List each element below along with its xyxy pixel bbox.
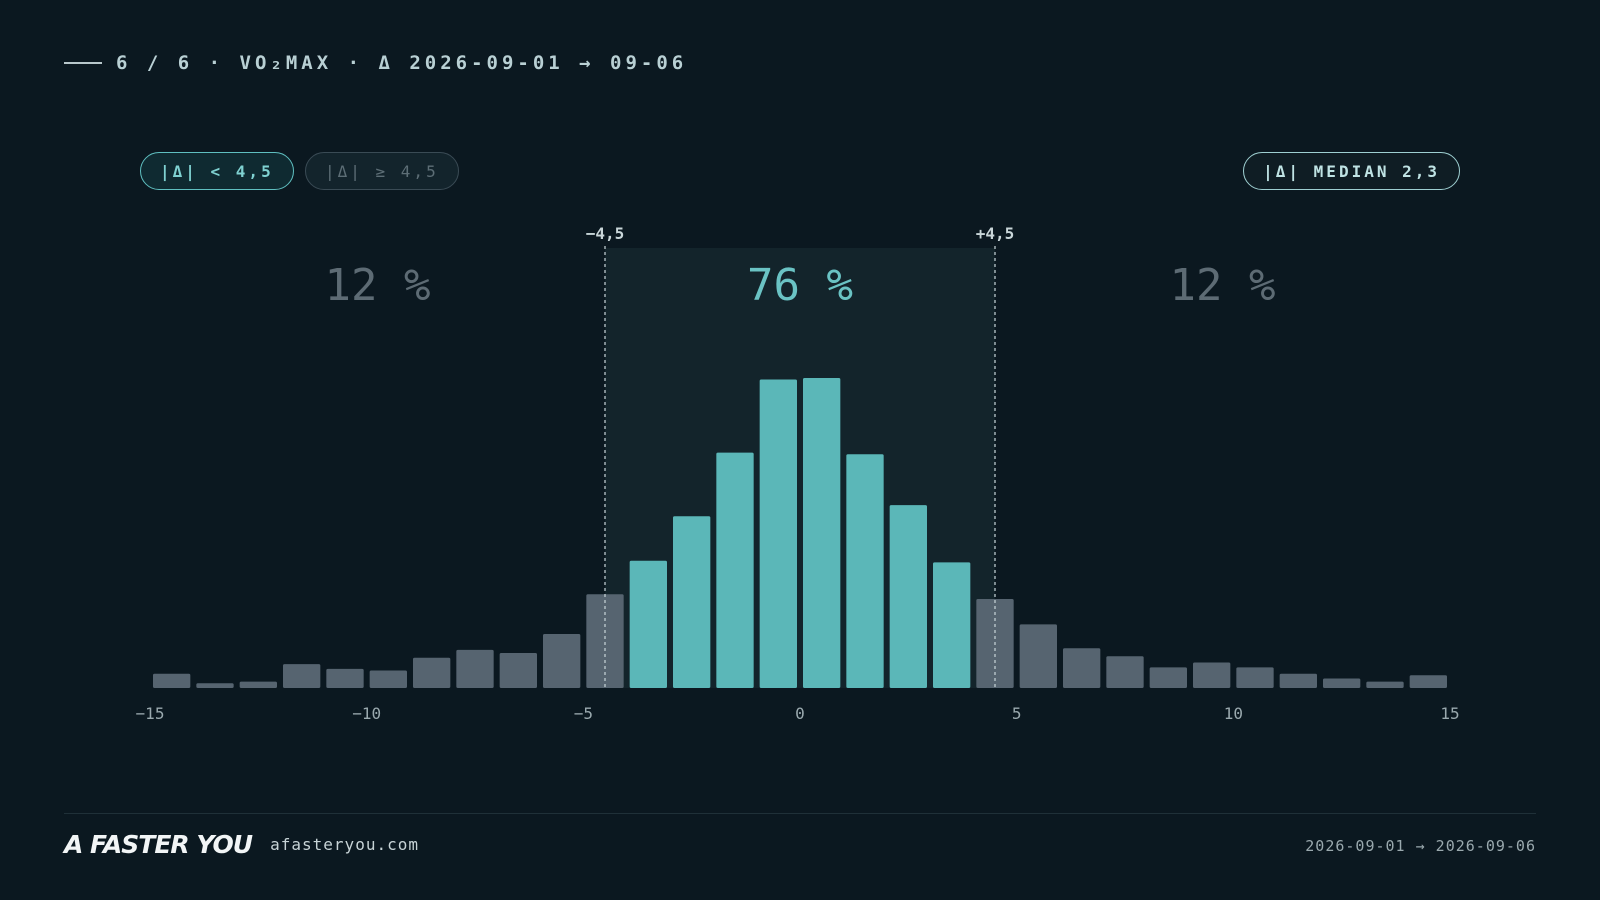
threshold-band bbox=[605, 248, 995, 688]
footer-brand: A FASTER YOU afasteryou.com bbox=[64, 830, 419, 859]
histogram-bar bbox=[499, 653, 537, 688]
histogram-bar bbox=[1279, 673, 1317, 688]
x-tick-label: −10 bbox=[352, 704, 381, 723]
histogram-bar bbox=[889, 505, 927, 688]
histogram-bar bbox=[716, 452, 754, 688]
histogram-bar bbox=[153, 673, 191, 688]
histogram-bar bbox=[1236, 667, 1274, 688]
histogram-bar bbox=[1106, 656, 1144, 688]
filter-inside-pill[interactable]: |Δ| < 4,5 bbox=[140, 152, 294, 190]
histogram-bar bbox=[1063, 648, 1101, 688]
brand-logo: A FASTER YOU bbox=[64, 830, 253, 859]
threshold-label: +4,5 bbox=[976, 224, 1015, 243]
histogram-bar bbox=[196, 683, 234, 688]
filter-outside-pill[interactable]: |Δ| ≥ 4,5 bbox=[305, 152, 459, 190]
x-tick-label: −15 bbox=[136, 704, 165, 723]
segment-percent-label: 12 % bbox=[325, 260, 431, 311]
header-title: 6 / 6 · VO₂MAX · Δ 2026-09-01 → 09-06 bbox=[116, 52, 688, 74]
histogram-bar bbox=[586, 594, 624, 688]
histogram-bar bbox=[1366, 681, 1404, 688]
histogram-bar bbox=[1323, 678, 1361, 688]
histogram-bar bbox=[1149, 667, 1187, 688]
footer-divider bbox=[64, 813, 1536, 814]
histogram-bar bbox=[629, 560, 667, 688]
histogram-bar bbox=[413, 657, 451, 688]
median-badge: |Δ| MEDIAN 2,3 bbox=[1243, 152, 1460, 190]
header: 6 / 6 · VO₂MAX · Δ 2026-09-01 → 09-06 bbox=[64, 52, 687, 74]
threshold-label: −4,5 bbox=[586, 224, 625, 243]
x-tick-label: −5 bbox=[574, 704, 593, 723]
header-rule bbox=[64, 62, 102, 64]
histogram-bar bbox=[933, 562, 971, 688]
histogram-bar bbox=[543, 633, 581, 688]
histogram-bar bbox=[673, 516, 711, 688]
histogram-bar bbox=[1193, 662, 1231, 688]
x-tick-label: 0 bbox=[795, 704, 805, 723]
histogram-bar bbox=[369, 670, 407, 688]
histogram-bar bbox=[1409, 675, 1447, 688]
histogram-bar bbox=[803, 377, 841, 688]
histogram-bar bbox=[846, 454, 884, 688]
segment-percent-label: 12 % bbox=[1170, 260, 1276, 311]
histogram-bar bbox=[759, 379, 797, 688]
histogram-bar bbox=[1019, 624, 1057, 688]
histogram-bar bbox=[239, 681, 277, 688]
histogram-bar bbox=[326, 668, 364, 688]
histogram-bar bbox=[456, 649, 494, 688]
segment-percent-label: 76 % bbox=[747, 260, 853, 311]
x-tick-label: 15 bbox=[1440, 704, 1459, 723]
histogram-bar bbox=[283, 664, 321, 688]
footer-date-range: 2026-09-01 → 2026-09-06 bbox=[1305, 837, 1536, 855]
x-tick-label: 10 bbox=[1224, 704, 1243, 723]
x-tick-label: 5 bbox=[1012, 704, 1022, 723]
brand-url[interactable]: afasteryou.com bbox=[270, 835, 419, 854]
